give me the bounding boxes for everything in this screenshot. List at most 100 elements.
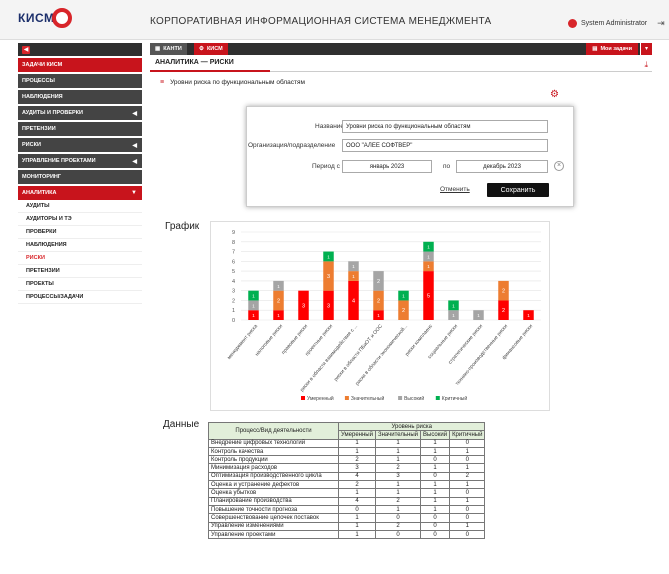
period-from-input[interactable]: январь 2023 <box>342 160 432 173</box>
y-tick-label: 6 <box>232 259 235 265</box>
value-cell: 1 <box>338 521 376 531</box>
sidebar-subitem[interactable]: ПРОЕКТЫ <box>18 278 142 291</box>
data-label: 1 <box>252 294 255 299</box>
value-cell: 3 <box>338 463 376 473</box>
data-label: 3 <box>327 274 330 280</box>
my-tasks-button[interactable]: ▤ Мои задачи <box>586 43 638 55</box>
app-logo[interactable]: КИСМ <box>18 8 72 30</box>
sidebar-item[interactable]: АУДИТЫ И ПРОВЕРКИ ◀ <box>18 106 142 120</box>
process-cell: Планирование производства <box>208 496 339 506</box>
value-cell: 1 <box>449 521 486 531</box>
value-cell: 0 <box>449 438 486 448</box>
value-cell: 1 <box>338 438 376 448</box>
bar-segment <box>448 310 459 320</box>
sidebar-item[interactable]: ПРОЦЕССЫ <box>18 74 142 88</box>
bar-segment <box>273 310 284 320</box>
y-tick-label: 8 <box>232 240 235 246</box>
period-from-label: Период с <box>312 163 340 170</box>
y-tick-label: 2 <box>232 298 235 304</box>
sidebar-item[interactable]: МОНИТОРИНГ <box>18 170 142 184</box>
x-tick-label: правовые риски <box>281 323 310 355</box>
calendar-icon: ▤ <box>592 46 598 52</box>
bar-segment <box>423 271 434 320</box>
tab-kism[interactable]: ⚙ КИСМ <box>194 43 228 55</box>
org-input[interactable]: ООО "АЛЕЕ СОФТВЕР" <box>342 139 548 152</box>
value-cell: 1 <box>374 438 422 448</box>
x-tick-label: риски в области ПБиОТ и ООС <box>333 323 384 382</box>
breadcrumb: АНАЛИТИКА — РИСКИ <box>155 59 234 66</box>
sidebar-subitem[interactable]: ПРОВЕРКИ <box>18 226 142 239</box>
sidebar-subitem[interactable]: НАБЛЮДЕНИЯ <box>18 239 142 252</box>
tab-kanti[interactable]: ▦ КАНТИ <box>150 43 187 55</box>
logout-icon[interactable]: ⇥ <box>657 17 665 28</box>
data-label: 1 <box>452 313 455 318</box>
sidebar-item-label: ЗАДАЧИ КИСМ <box>22 62 63 68</box>
process-cell: Управление проектами <box>208 529 339 540</box>
sidebar-subitem[interactable]: ПРЕТЕНЗИИ <box>18 265 142 278</box>
settings-gear-icon[interactable]: ⚙ <box>550 89 559 100</box>
value-cell: 0 <box>420 529 451 540</box>
data-label: 1 <box>327 254 330 259</box>
sidebar-item[interactable]: НАБЛЮДЕНИЯ <box>18 90 142 104</box>
name-input[interactable]: Уровни риска по функциональным областям <box>342 120 548 133</box>
x-tick-label: менеджмент риска <box>226 323 259 361</box>
data-label: 3 <box>302 303 305 309</box>
value-cell: 1 <box>338 446 376 457</box>
export-icon[interactable]: ⤓ <box>644 60 648 69</box>
value-cell: 1 <box>420 504 451 515</box>
app-tabs: ▦ КАНТИ ⚙ КИСМ ▤ Мои задачи ▾ <box>150 43 652 55</box>
y-tick-label: 3 <box>232 289 235 295</box>
sidebar-subitem[interactable]: АУДИТЫ <box>18 200 142 213</box>
report-settings-dialog: Название Уровни риска по функциональным … <box>246 106 574 207</box>
sidebar-item[interactable]: АНАЛИТИКА ▼ <box>18 186 142 200</box>
value-cell: 0 <box>420 521 451 531</box>
bar-segment <box>348 261 359 272</box>
data-label: 1 <box>477 313 480 318</box>
table-row: Планирование производства 4 2 1 1 <box>208 496 486 506</box>
bar-segment <box>248 310 259 320</box>
clear-icon[interactable]: × <box>554 161 564 171</box>
y-tick-label: 1 <box>232 308 235 314</box>
table-row: Внедрение цифровых технологий 1 1 1 0 <box>208 438 486 448</box>
sidebar-subitem[interactable]: РИСКИ <box>18 252 142 265</box>
value-cell: 0 <box>449 513 486 523</box>
sidebar-subitem[interactable]: ПРОЦЕССЫ/ЗАДАЧИ <box>18 291 142 304</box>
value-cell: 4 <box>338 496 376 506</box>
gear-icon: ⚙ <box>199 46 204 52</box>
value-cell: 1 <box>374 455 422 465</box>
bar-segment <box>373 310 384 320</box>
y-tick-label: 7 <box>232 250 235 256</box>
menu-icon[interactable]: ≡ <box>160 79 165 86</box>
tasks-dropdown-button[interactable]: ▾ <box>640 43 652 55</box>
bar-segment <box>348 280 359 320</box>
top-bar: КИСМ КОРПОРАТИВНАЯ ИНФОРМАЦИОННАЯ СИСТЕМ… <box>0 0 669 40</box>
sidebar-item-label: НАБЛЮДЕНИЯ <box>22 94 63 100</box>
y-tick-label: 9 <box>232 230 235 236</box>
value-cell: 1 <box>338 488 376 498</box>
x-tick-label: технико-производственные риски <box>454 323 509 387</box>
sidebar-item[interactable]: ПРЕТЕНЗИИ <box>18 122 142 136</box>
process-cell: Совершенствование цепочек поставок <box>208 513 339 523</box>
sidebar-item[interactable]: ЗАДАЧИ КИСМ <box>18 58 142 72</box>
sidebar-item[interactable]: УПРАВЛЕНИЕ ПРОЕКТАМИ ◀ <box>18 154 142 168</box>
user-menu[interactable]: System Administrator ⇥ <box>568 16 665 30</box>
table-row: Оценка убытков 1 1 1 0 <box>208 488 486 498</box>
table-row: Повышение точности прогноза 0 1 1 0 <box>208 504 486 515</box>
sidebar-item[interactable]: РИСКИ ◀ <box>18 138 142 152</box>
main-content: ▦ КАНТИ ⚙ КИСМ ▤ Мои задачи ▾ АНАЛИТИКА … <box>150 40 652 574</box>
bar-segment <box>523 310 534 320</box>
data-label: 1 <box>427 254 430 259</box>
cancel-button[interactable]: Отменить <box>440 186 470 193</box>
sidebar-subitem[interactable]: АУДИТОРЫ И ТЭ <box>18 213 142 226</box>
data-label: 1 <box>377 313 380 318</box>
bar-segment <box>323 261 334 291</box>
value-cell: 1 <box>420 463 451 473</box>
data-label: 1 <box>252 303 255 308</box>
save-button[interactable]: Сохранить <box>487 183 549 197</box>
sidebar-item-label: ПРЕТЕНЗИИ <box>22 126 56 132</box>
period-to-input[interactable]: декабрь 2023 <box>456 160 548 173</box>
sidebar-collapse-button[interactable]: ◀ <box>18 43 142 56</box>
data-label: 2 <box>377 279 380 285</box>
value-cell: 2 <box>374 463 422 473</box>
